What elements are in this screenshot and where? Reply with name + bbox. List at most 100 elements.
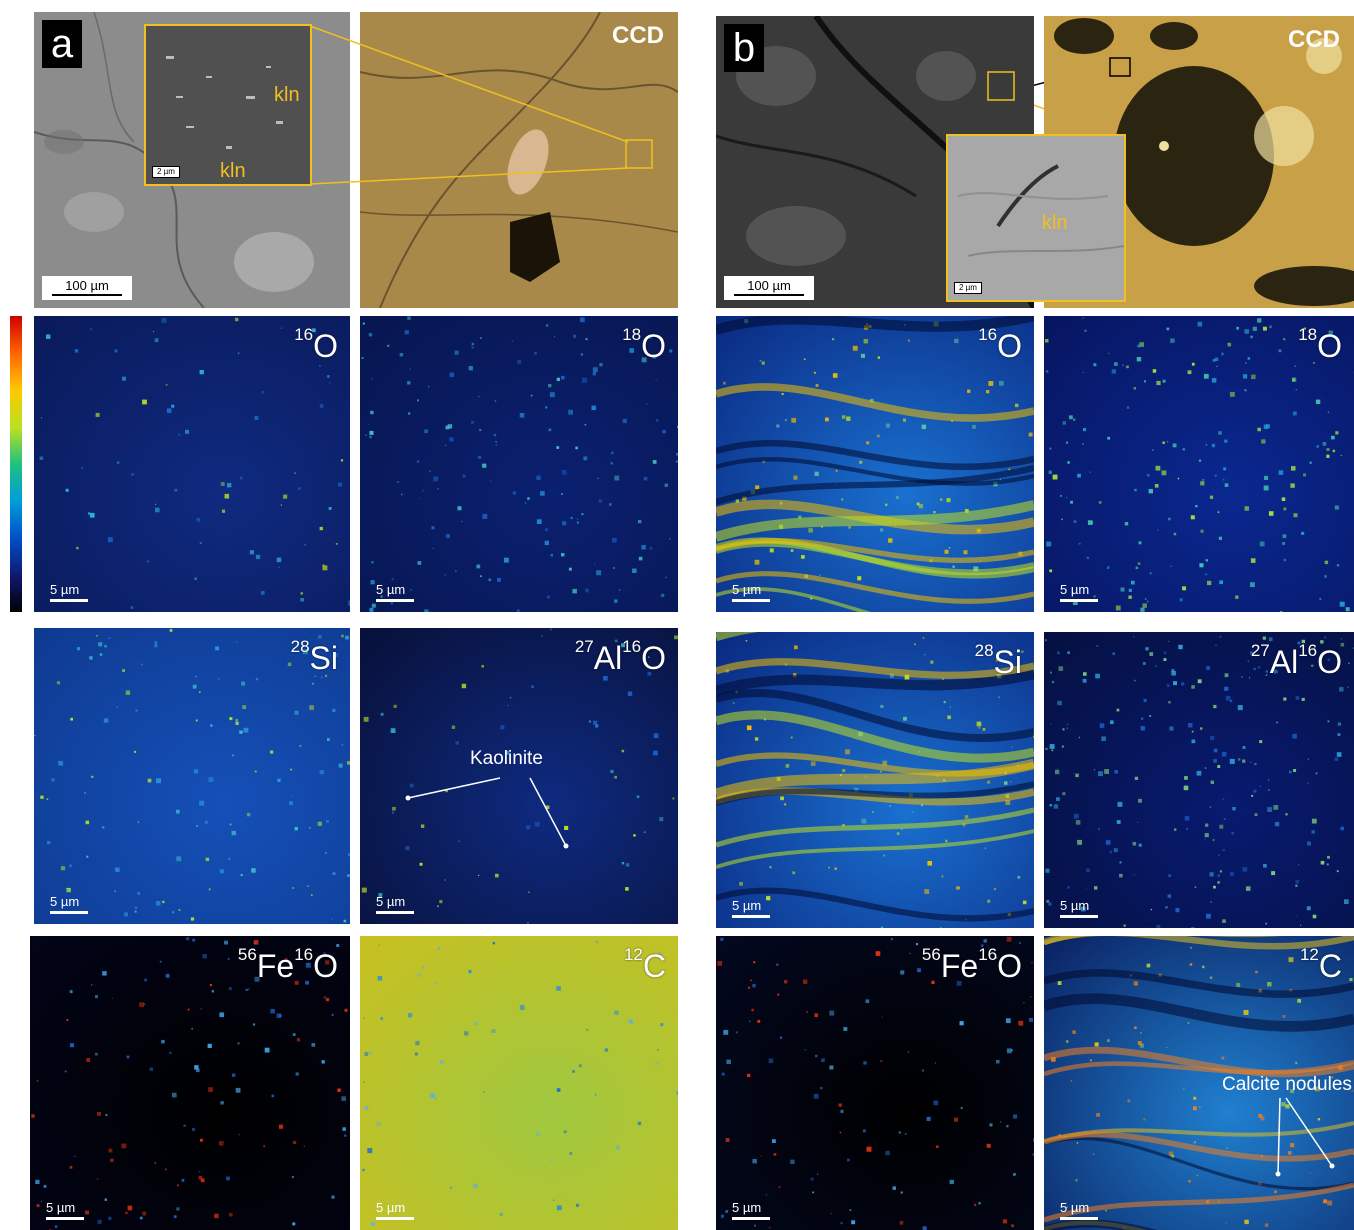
element-symbol: O — [313, 328, 338, 364]
map-scale-bar: 5 µm — [1060, 898, 1098, 918]
mass-number: 18 — [622, 325, 642, 344]
element-symbol: O — [997, 948, 1022, 984]
isotope-label: 12C — [1300, 946, 1342, 984]
element-symbol: Si — [309, 640, 338, 676]
panel-a-map-si28: 28Si 5 µm — [34, 628, 350, 924]
scale-bar-line — [50, 911, 88, 914]
element-symbol: O — [641, 328, 666, 364]
map-scale-bar: 5 µm — [376, 1200, 414, 1220]
panel-b-map-o16: 16O 5 µm — [716, 316, 1034, 612]
panel-b-kln-label: kln — [1042, 212, 1068, 234]
panel-a-map-c12: 12C 5 µm — [360, 936, 678, 1230]
scale-label: 5 µm — [50, 894, 80, 909]
mass-number: 16 — [978, 945, 998, 964]
isotope-label: 27Al16O — [1251, 642, 1342, 680]
scale-bar-line — [376, 1217, 414, 1220]
mass-number: 12 — [1299, 945, 1319, 964]
element-symbol: O — [641, 640, 666, 676]
scale-bar-line — [52, 294, 122, 296]
mass-number: 56 — [921, 945, 941, 964]
element-symbol: O — [313, 948, 338, 984]
panel-a-map-al27-o16: 27Al16O 5 µm — [360, 628, 678, 924]
scale-bar-line — [46, 1217, 84, 1220]
panel-b-sem-scale-bar: 100 µm — [724, 276, 814, 300]
element-symbol: Fe — [256, 948, 295, 984]
scale-label: 5 µm — [376, 1200, 406, 1215]
map-scale-bar: 5 µm — [376, 582, 414, 602]
panel-a-map-o18: 18O 5 µm — [360, 316, 678, 612]
mass-number: 27 — [1250, 641, 1270, 660]
intensity-color-bar — [10, 316, 22, 612]
map-scale-bar: 5 µm — [46, 1200, 84, 1220]
scale-label: 5 µm — [46, 1200, 76, 1215]
isotope-label: 28Si — [291, 638, 338, 676]
map-scale-bar: 5 µm — [376, 894, 414, 914]
scale-label: 5 µm — [1060, 582, 1090, 597]
mass-number: 18 — [1298, 325, 1318, 344]
kln-label-1: kln — [274, 84, 300, 106]
panel-a-map-o16: 16O 5 µm — [34, 316, 350, 612]
calcite-nodules-annotation: Calcite nodules — [1222, 1074, 1352, 1095]
isotope-label: 18O — [1298, 326, 1342, 364]
element-symbol: Si — [993, 644, 1022, 680]
element-symbol: O — [1317, 328, 1342, 364]
scale-label: 100 µm — [65, 278, 109, 293]
map-scale-bar: 5 µm — [732, 582, 770, 602]
isotope-label: 27Al16O — [575, 638, 666, 676]
element-symbol: C — [1318, 948, 1342, 984]
scale-label: 5 µm — [732, 582, 762, 597]
element-symbol: O — [1317, 644, 1342, 680]
scale-bar-line — [734, 294, 804, 296]
panel-b-letter: b — [724, 24, 764, 72]
scale-bar-line — [732, 1217, 770, 1220]
mass-number: 12 — [623, 945, 643, 964]
mass-number: 16 — [1298, 641, 1318, 660]
scale-bar-line — [1060, 599, 1098, 602]
isotope-label: 12C — [624, 946, 666, 984]
scale-label: 5 µm — [376, 894, 406, 909]
panel-b-sem-inset: kln 2 µm — [946, 134, 1126, 302]
panel-b-map-o18: 18O 5 µm — [1044, 316, 1354, 612]
element-symbol: Al — [593, 640, 623, 676]
scale-bar-line — [732, 599, 770, 602]
isotope-label: 56Fe16O — [922, 946, 1022, 984]
isotope-label: 16O — [978, 326, 1022, 364]
panel-b-map-c12: 12C 5 µm — [1044, 936, 1354, 1230]
mass-number: 28 — [974, 641, 994, 660]
element-symbol: O — [997, 328, 1022, 364]
mass-number: 16 — [294, 945, 314, 964]
kln-label-2: kln — [220, 160, 246, 182]
mass-number: 16 — [294, 325, 314, 344]
panel-b-ccd-label: CCD — [1288, 26, 1340, 53]
isotope-label: 28Si — [975, 642, 1022, 680]
map-scale-bar: 5 µm — [50, 582, 88, 602]
scale-label: 5 µm — [50, 582, 80, 597]
scale-label: 5 µm — [732, 898, 762, 913]
map-scale-bar: 5 µm — [1060, 1200, 1098, 1220]
mass-number: 16 — [622, 637, 642, 656]
mass-number: 28 — [290, 637, 310, 656]
scale-bar-line — [732, 915, 770, 918]
isotope-label: 18O — [622, 326, 666, 364]
element-symbol: Fe — [940, 948, 979, 984]
element-symbol: C — [642, 948, 666, 984]
map-scale-bar: 5 µm — [50, 894, 88, 914]
panel-a-ccd-label: CCD — [612, 22, 664, 49]
map-scale-bar: 5 µm — [732, 898, 770, 918]
scale-bar-line — [376, 599, 414, 602]
panel-b-map-al27-o16: 27Al16O 5 µm — [1044, 632, 1354, 928]
mass-number: 27 — [574, 637, 594, 656]
map-scale-bar: 5 µm — [1060, 582, 1098, 602]
scale-label: 5 µm — [376, 582, 406, 597]
scale-label: 5 µm — [1060, 898, 1090, 913]
kaolinite-annotation: Kaolinite — [470, 748, 543, 769]
panel-b-map-fe56-o16: 56Fe16O 5 µm — [716, 936, 1034, 1230]
panel-a-map-fe56-o16: 56Fe16O 5 µm — [30, 936, 350, 1230]
scale-bar-line — [1060, 1217, 1098, 1220]
mass-number: 16 — [978, 325, 998, 344]
scale-label: 5 µm — [732, 1200, 762, 1215]
panel-a-letter: a — [42, 20, 82, 68]
panel-a-sem-inset: kln kln 2 µm — [144, 24, 312, 186]
isotope-label: 56Fe16O — [238, 946, 338, 984]
inset-scale-bar: 2 µm — [954, 282, 982, 294]
